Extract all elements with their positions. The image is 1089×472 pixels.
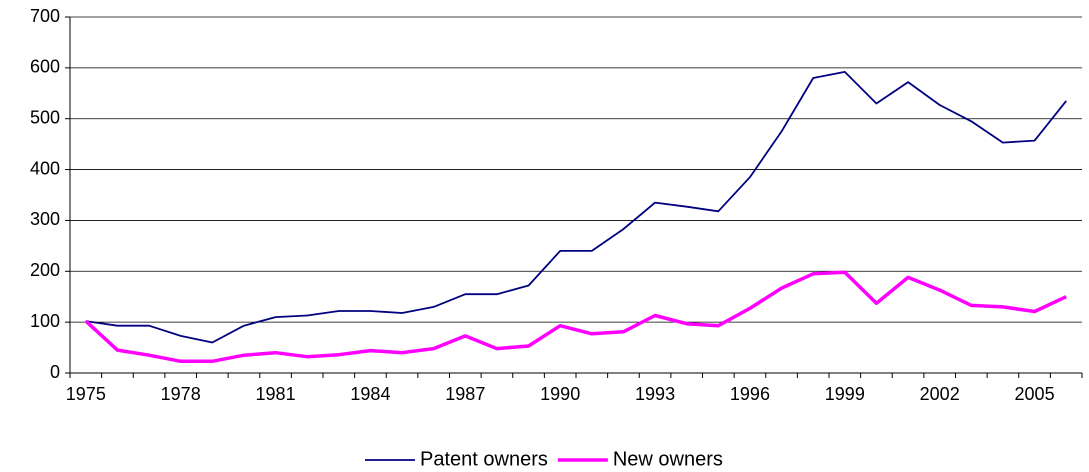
y-tick-label: 100 — [30, 311, 60, 331]
y-tick-label: 0 — [50, 362, 60, 382]
x-tick-label: 1981 — [256, 384, 296, 404]
series-line — [85, 71, 1067, 344]
y-tick-label: 300 — [30, 209, 60, 229]
x-tick-label: 1996 — [730, 384, 770, 404]
x-tick-label: 1984 — [350, 384, 390, 404]
legend-label: Patent owners — [420, 448, 548, 470]
y-tick-label: 600 — [30, 57, 60, 77]
x-tick-label: 1999 — [825, 384, 865, 404]
x-tick-label: 1990 — [540, 384, 580, 404]
y-tick-label: 500 — [30, 107, 60, 127]
y-tick-label: 700 — [30, 6, 60, 26]
x-tick-label: 1987 — [445, 384, 485, 404]
y-tick-label: 400 — [30, 158, 60, 178]
x-tick-label: 1978 — [161, 384, 201, 404]
series-line — [84, 270, 1067, 364]
x-tick-label: 1975 — [66, 384, 106, 404]
legend-label: New owners — [613, 448, 723, 470]
x-tick-label: 1993 — [635, 384, 675, 404]
x-tick-label: 2005 — [1015, 384, 1055, 404]
y-tick-label: 200 — [30, 260, 60, 280]
x-tick-label: 2002 — [920, 384, 960, 404]
